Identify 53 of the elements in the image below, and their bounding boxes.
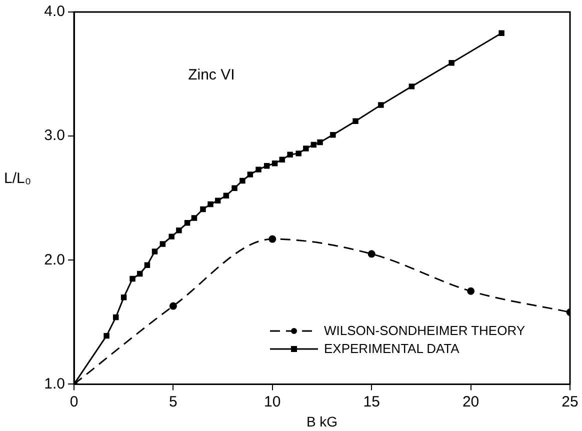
- point: [268, 235, 276, 243]
- point: [247, 172, 254, 178]
- point: [352, 118, 358, 124]
- point: [330, 132, 336, 138]
- point: [200, 206, 206, 212]
- y-tick-label: 2.0: [44, 251, 65, 268]
- point: [112, 314, 119, 320]
- point: [448, 60, 454, 66]
- point: [408, 84, 415, 90]
- point: [152, 248, 158, 254]
- point: [191, 215, 198, 221]
- point: [184, 220, 190, 226]
- point: [272, 160, 278, 166]
- x-tick-label: 10: [264, 393, 281, 410]
- x-tick-label: 15: [363, 393, 380, 410]
- point: [256, 166, 262, 172]
- x-tick-label: 20: [462, 393, 480, 410]
- point: [378, 102, 384, 108]
- point: [214, 198, 221, 204]
- point: [169, 302, 177, 310]
- point: [104, 332, 110, 339]
- x-axis-title: B kG: [306, 413, 338, 430]
- point: [317, 139, 323, 146]
- point: [287, 152, 293, 158]
- point: [240, 178, 246, 184]
- y-tick-label: 1.0: [44, 375, 65, 392]
- point: [264, 162, 270, 169]
- point: [498, 30, 504, 36]
- point: [232, 185, 238, 192]
- point: [130, 276, 136, 282]
- point: [144, 262, 150, 268]
- y-axis-title: L/L₀: [4, 170, 32, 187]
- point: [310, 142, 317, 148]
- point: [223, 192, 230, 198]
- annotation: Zinc VI: [188, 66, 235, 84]
- point: [168, 234, 174, 240]
- point: [279, 156, 285, 163]
- point: [296, 150, 302, 156]
- y-tick-label: 3.0: [44, 127, 65, 144]
- point: [176, 227, 182, 234]
- point: [137, 270, 143, 277]
- point: [208, 201, 214, 208]
- legend-label: EXPERIMENTAL DATA: [324, 340, 460, 358]
- point: [303, 146, 309, 152]
- point: [160, 241, 166, 247]
- point: [467, 287, 475, 295]
- x-tick-label: 25: [562, 393, 578, 410]
- legend-label: WILSON-SONDHEIMER THEORY: [324, 322, 526, 340]
- y-tick-label: 4.0: [44, 3, 65, 20]
- x-tick-label: 0: [70, 393, 78, 410]
- point: [368, 250, 376, 258]
- x-tick-label: 5: [169, 393, 178, 410]
- point: [120, 294, 127, 300]
